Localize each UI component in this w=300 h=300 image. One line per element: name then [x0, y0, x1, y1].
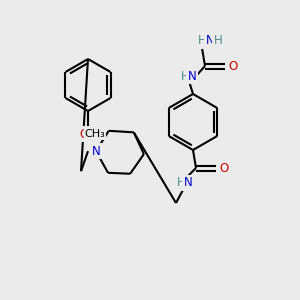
Text: N: N: [188, 70, 196, 83]
Text: H: H: [177, 176, 185, 190]
Text: H: H: [198, 34, 206, 47]
Text: H: H: [214, 34, 222, 47]
Text: O: O: [219, 161, 229, 175]
Text: CH₃: CH₃: [85, 129, 105, 139]
Text: N: N: [184, 176, 192, 190]
Text: N: N: [92, 145, 100, 158]
Text: O: O: [80, 128, 88, 140]
Text: N: N: [206, 34, 214, 47]
Text: H: H: [181, 70, 189, 83]
Text: O: O: [228, 59, 238, 73]
